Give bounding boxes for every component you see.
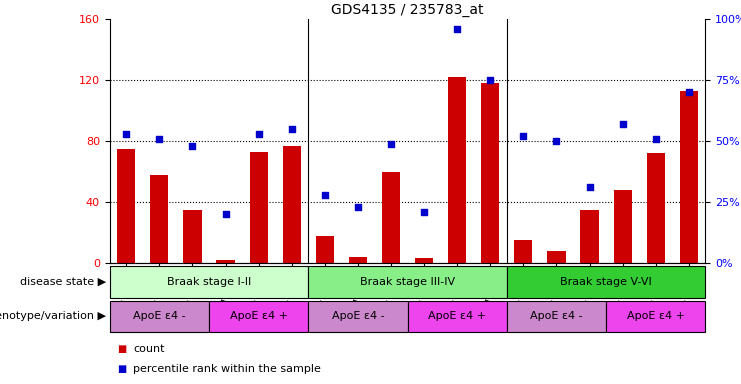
- Bar: [580, 210, 599, 263]
- Bar: [250, 152, 268, 263]
- Text: Braak stage I-II: Braak stage I-II: [167, 277, 251, 287]
- Point: [683, 89, 695, 96]
- Point: [153, 136, 165, 142]
- Bar: [481, 83, 499, 263]
- Text: Braak stage III-IV: Braak stage III-IV: [360, 277, 455, 287]
- Point: [286, 126, 298, 132]
- Point: [551, 138, 562, 144]
- Bar: [282, 146, 301, 263]
- Text: ■: ■: [117, 344, 126, 354]
- Bar: [349, 257, 367, 263]
- Bar: [216, 260, 235, 263]
- Point: [352, 204, 364, 210]
- Bar: [308, 301, 408, 332]
- Text: ApoE ε4 +: ApoE ε4 +: [230, 311, 288, 321]
- Point: [219, 211, 231, 217]
- Text: count: count: [133, 344, 165, 354]
- Bar: [679, 91, 698, 263]
- Text: ApoE ε4 -: ApoE ε4 -: [331, 311, 385, 321]
- Point: [485, 77, 496, 83]
- Bar: [382, 172, 400, 263]
- Point: [617, 121, 628, 127]
- Text: genotype/variation ▶: genotype/variation ▶: [0, 311, 106, 321]
- Bar: [308, 266, 507, 298]
- Point: [650, 136, 662, 142]
- Text: ApoE ε4 -: ApoE ε4 -: [133, 311, 186, 321]
- Bar: [415, 258, 433, 263]
- Bar: [408, 301, 507, 332]
- Bar: [150, 175, 168, 263]
- Text: ApoE ε4 +: ApoE ε4 +: [428, 311, 486, 321]
- Bar: [117, 149, 136, 263]
- Bar: [606, 301, 705, 332]
- Text: ApoE ε4 -: ApoE ε4 -: [530, 311, 583, 321]
- Point: [385, 141, 397, 147]
- Bar: [614, 190, 632, 263]
- Bar: [647, 153, 665, 263]
- Bar: [514, 240, 533, 263]
- Bar: [183, 210, 202, 263]
- Bar: [507, 266, 705, 298]
- Point: [418, 209, 430, 215]
- Point: [120, 131, 132, 137]
- Text: disease state ▶: disease state ▶: [20, 277, 106, 287]
- Text: ApoE ε4 +: ApoE ε4 +: [627, 311, 685, 321]
- Bar: [316, 236, 334, 263]
- Bar: [548, 251, 565, 263]
- Point: [584, 184, 596, 190]
- Bar: [448, 77, 466, 263]
- Text: percentile rank within the sample: percentile rank within the sample: [133, 364, 322, 374]
- Bar: [507, 301, 606, 332]
- Text: Braak stage V-VI: Braak stage V-VI: [560, 277, 652, 287]
- Title: GDS4135 / 235783_at: GDS4135 / 235783_at: [331, 3, 484, 17]
- Bar: [110, 301, 209, 332]
- Text: ■: ■: [117, 364, 126, 374]
- Point: [187, 143, 199, 149]
- Point: [517, 133, 529, 139]
- Point: [451, 26, 463, 32]
- Bar: [110, 266, 308, 298]
- Point: [319, 192, 330, 198]
- Bar: [209, 301, 308, 332]
- Point: [253, 131, 265, 137]
